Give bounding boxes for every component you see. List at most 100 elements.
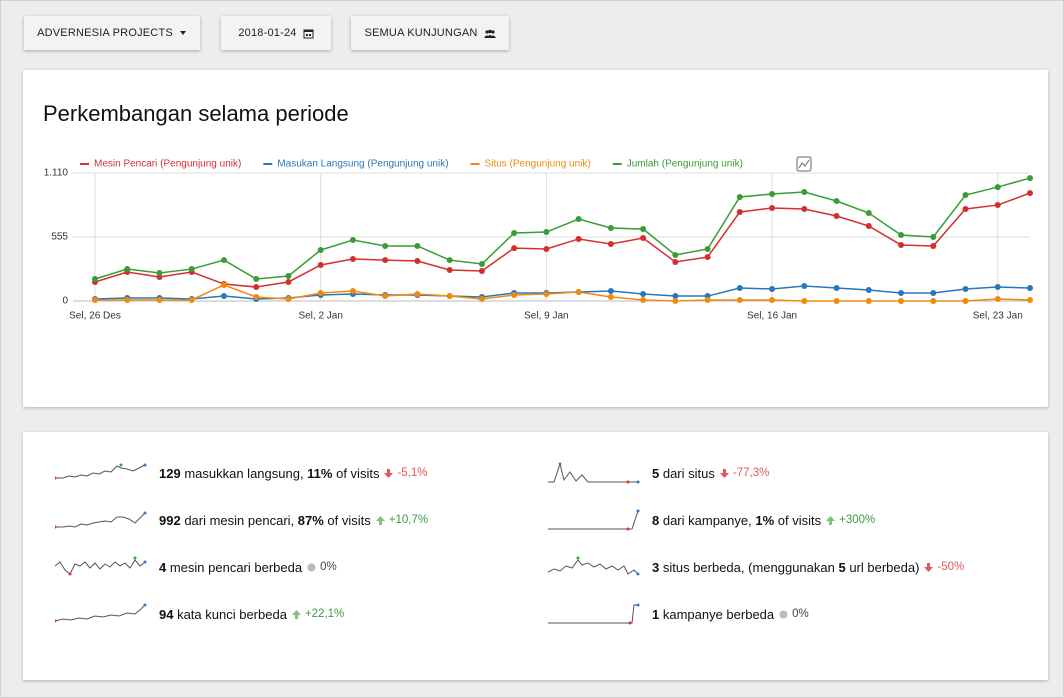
- stat-number: 992: [159, 512, 181, 528]
- sparkline: [548, 603, 640, 625]
- data-point: [317, 290, 324, 297]
- x-tick-label: Sel, 2 Jan: [298, 311, 342, 322]
- y-tick-label: 555: [51, 232, 68, 243]
- data-point: [253, 293, 260, 300]
- data-point: [478, 268, 485, 275]
- trend-icon: [719, 468, 729, 478]
- data-point: [962, 286, 969, 293]
- change-value: +22,1%: [304, 608, 345, 620]
- data-point: [736, 208, 743, 215]
- date: 2018-01-24: [238, 27, 297, 39]
- change-value: +10,7%: [388, 514, 429, 526]
- stat-number: 11%: [307, 465, 333, 481]
- data-point: [317, 262, 324, 269]
- data-point: [833, 298, 840, 304]
- data-point: [285, 296, 292, 303]
- data-point: [640, 290, 647, 297]
- data-point: [930, 290, 937, 297]
- series-line: [94, 192, 1031, 288]
- segment-selector[interactable]: SEMUA KUNJUNGAN: [351, 16, 509, 50]
- data-point: [478, 296, 485, 303]
- sparkline: [548, 462, 640, 484]
- data-point: [349, 236, 356, 243]
- data-point: [769, 296, 776, 303]
- data-point: [285, 278, 292, 285]
- data-point: [188, 266, 195, 273]
- data-point: [736, 296, 743, 303]
- x-tick-label: Sel, 26 Des: [69, 311, 121, 322]
- sparkline: [55, 463, 147, 480]
- stat-change: +300%: [826, 514, 875, 526]
- stat-number: 94: [159, 606, 174, 622]
- stat-change: +22,1%: [291, 608, 345, 620]
- site-selector[interactable]: ADVERNESIA PROJECTS: [24, 16, 200, 50]
- data-point: [769, 286, 776, 293]
- stat-number: 8: [652, 512, 660, 528]
- data-point: [801, 205, 808, 212]
- data-point: [511, 245, 518, 252]
- y-tick-label: 0: [62, 296, 68, 307]
- stat-number: 1: [652, 606, 660, 622]
- data-point: [575, 289, 582, 296]
- data-point: [220, 281, 227, 288]
- data-point: [930, 234, 937, 240]
- data-point: [865, 210, 872, 217]
- data-point: [1027, 175, 1033, 182]
- data-point: [543, 290, 550, 297]
- legend-label: Masukan Langsung (Pengunjung unik): [277, 159, 448, 170]
- data-point: [414, 290, 421, 297]
- stat-text: of visits: [332, 465, 380, 481]
- data-point: [962, 205, 969, 212]
- date-selector[interactable]: 2018-01-24: [221, 16, 331, 50]
- stat-text: of visits: [323, 512, 371, 528]
- data-point: [898, 290, 905, 297]
- data-point: [930, 298, 937, 304]
- data-point: [607, 293, 614, 300]
- chart: 0 555 1.110 Sel, 26 Des Sel, 2 Jan Sel, 9 Jan…: [44, 156, 1033, 322]
- data-point: [1027, 284, 1033, 291]
- data-point: [865, 298, 872, 304]
- caret: [179, 31, 186, 35]
- stat-text: kampanye berbeda: [659, 606, 775, 622]
- data-point: [220, 257, 227, 264]
- stat-number: 5: [652, 465, 660, 481]
- data-point: [704, 296, 711, 303]
- data-point: [833, 198, 840, 205]
- stat-number: 3: [652, 559, 660, 575]
- data-point: [704, 245, 711, 252]
- people-icon: [483, 29, 496, 38]
- data-point: [156, 269, 163, 276]
- evolution-card: Perkembangan selama periode 0 555 1.110 Sel…: [23, 70, 1048, 407]
- data-point: [962, 192, 969, 199]
- change-value: +300%: [839, 514, 876, 526]
- stat-text: dari kampanye,: [659, 512, 756, 528]
- data-point: [994, 284, 1001, 291]
- stat-item: 94 kata kunci berbeda +22,1%: [159, 604, 344, 624]
- stat-change: -77,3%: [719, 467, 769, 479]
- stat-number: 129: [159, 465, 181, 481]
- data-point: [607, 287, 614, 294]
- sparkline: [55, 556, 147, 576]
- data-point: [446, 266, 453, 273]
- data-point: [511, 229, 518, 236]
- data-point: [930, 242, 937, 249]
- stat-item: 3 situs berbeda, (menggunakan 5 url berb…: [652, 557, 964, 577]
- data-point: [349, 256, 356, 263]
- sparkline: [55, 603, 147, 623]
- data-point: [1027, 296, 1033, 303]
- data-point: [640, 296, 647, 303]
- trend-icon: [924, 562, 934, 572]
- chart-type-icon[interactable]: [796, 156, 812, 172]
- data-point: [156, 296, 163, 303]
- stat-item: 992 dari mesin pencari, 87% of visits +10…: [159, 510, 428, 530]
- x-tick-label: Sel, 23 Jan: [973, 311, 1023, 322]
- stat-number: 5: [838, 559, 846, 575]
- data-point: [446, 257, 453, 264]
- data-point: [672, 259, 679, 266]
- legend-label: Jumlah (Pengunjung unik): [627, 159, 743, 170]
- change-value: 0%: [792, 608, 809, 620]
- data-point: [736, 193, 743, 200]
- stat-number: 4: [159, 559, 167, 575]
- stat-text: of visits: [774, 512, 822, 528]
